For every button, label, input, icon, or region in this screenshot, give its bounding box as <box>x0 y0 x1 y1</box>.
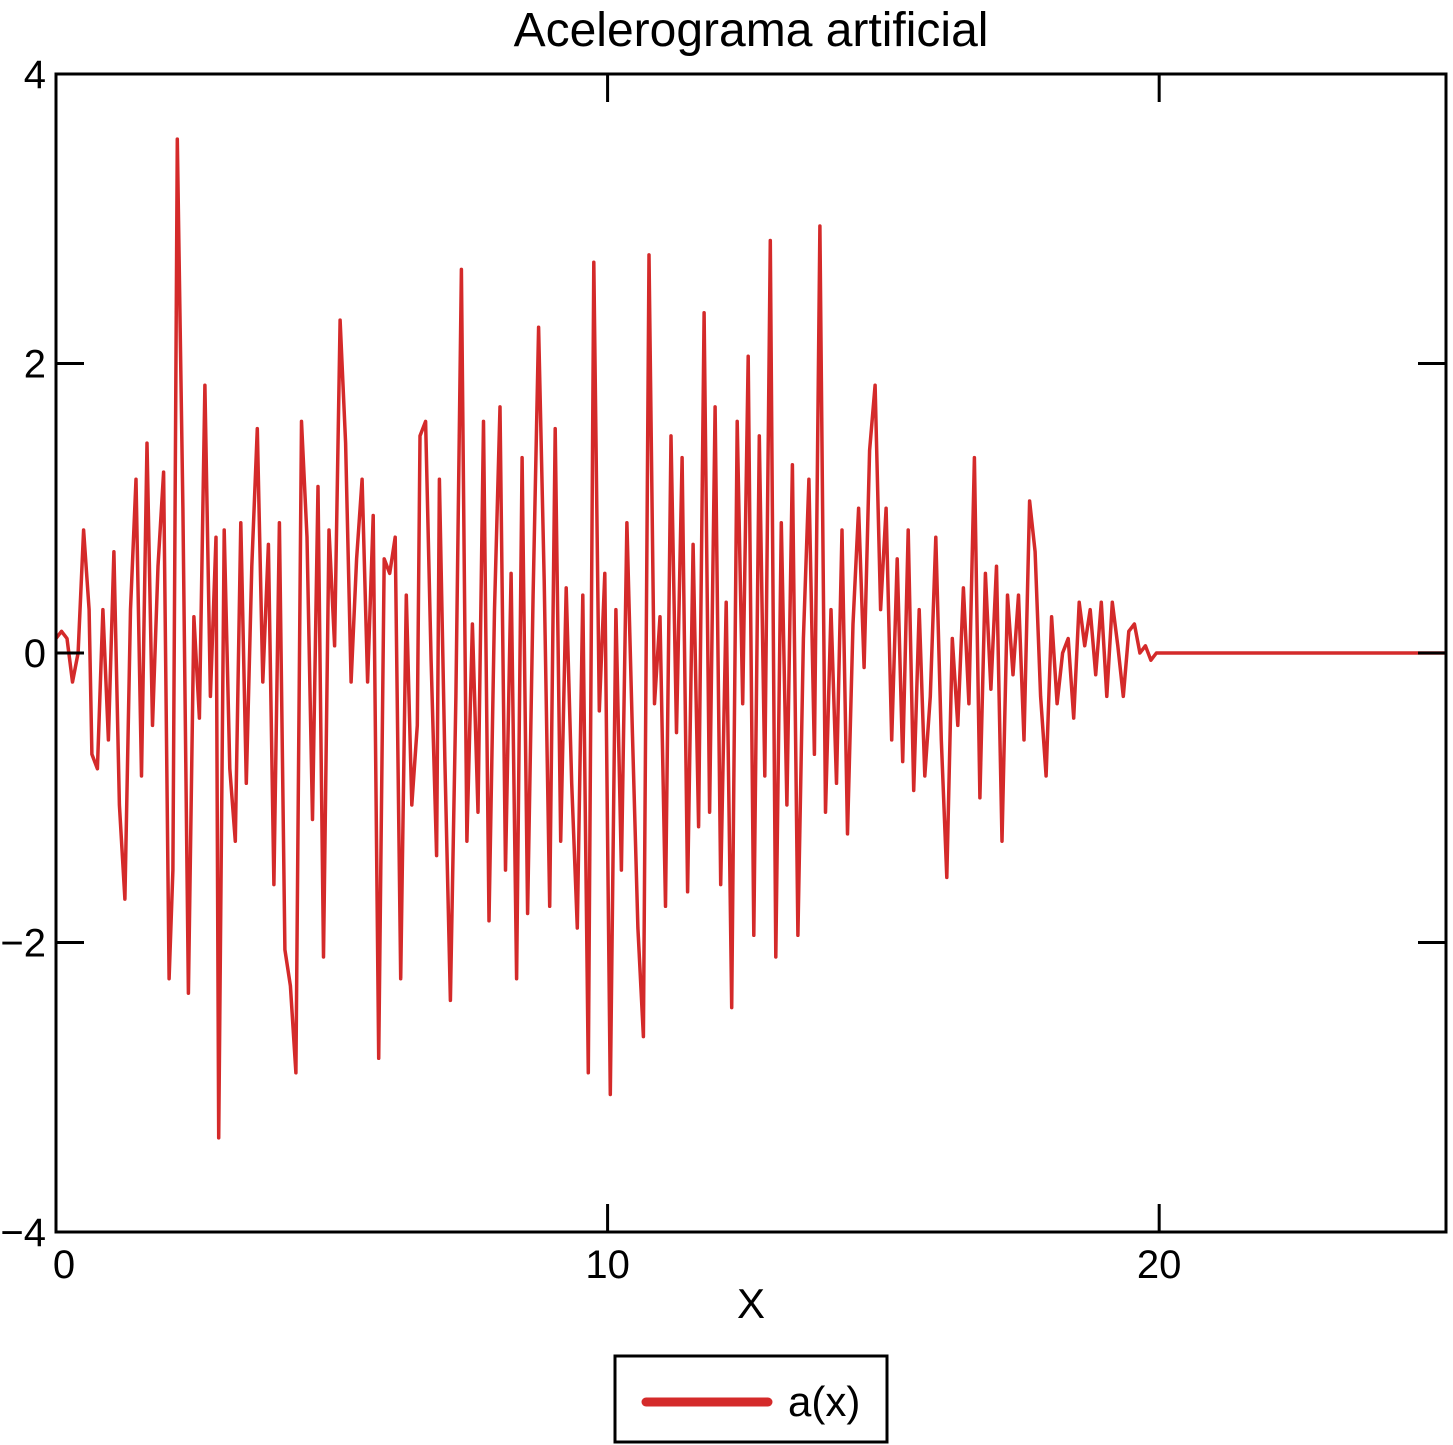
y-tick-label: −2 <box>0 922 46 966</box>
y-tick-label: −4 <box>0 1211 46 1255</box>
x-tick-label: 20 <box>1137 1243 1182 1287</box>
y-tick-label: 2 <box>24 343 46 387</box>
x-axis-label: X <box>737 1280 765 1327</box>
x-tick-label: 0 <box>53 1243 75 1287</box>
x-tick-label: 10 <box>585 1243 630 1287</box>
legend: a(x) <box>613 1354 889 1444</box>
legend-label: a(x) <box>788 1378 860 1425</box>
y-tick-label: 0 <box>24 632 46 676</box>
chart-title: Acelerograma artificial <box>514 4 989 57</box>
series-line-0 <box>56 137 1446 1140</box>
series-layer <box>56 137 1446 1140</box>
y-tick-label: 4 <box>24 53 46 97</box>
